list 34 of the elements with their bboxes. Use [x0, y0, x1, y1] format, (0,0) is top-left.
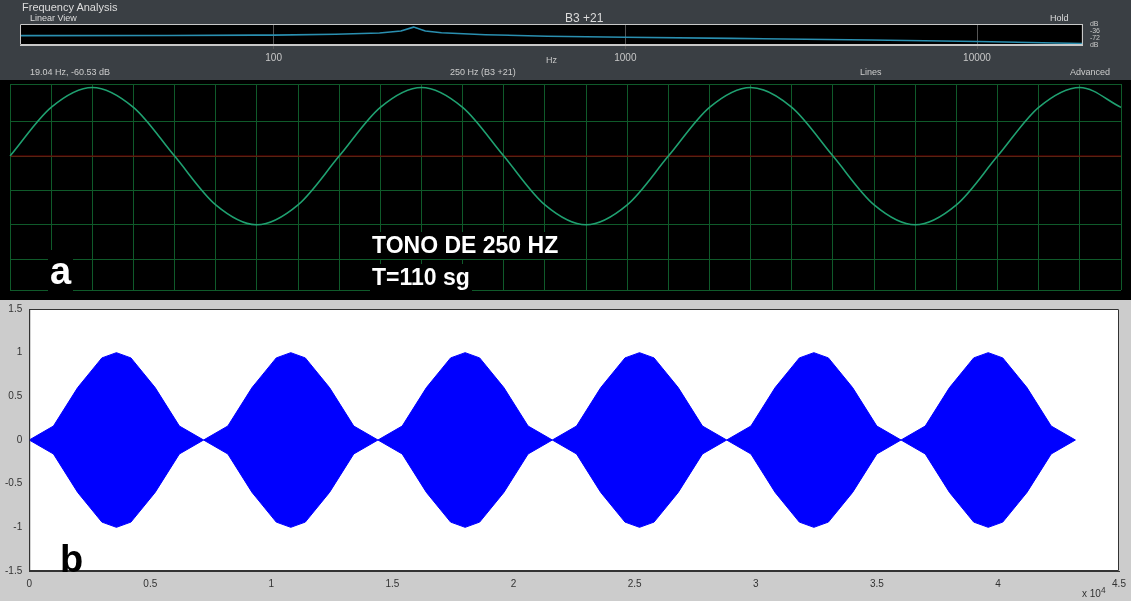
- y-tick-label: -1.5: [5, 564, 23, 576]
- x-tick-label: 3.5: [869, 577, 885, 589]
- x-tick-label: 0.5: [143, 577, 158, 589]
- x-tick-label: 0: [26, 577, 33, 589]
- x-tick-label: 3: [752, 577, 759, 589]
- y-tick-label: -0.5: [5, 477, 23, 489]
- x-tick-label: 1.5: [385, 577, 400, 589]
- x-tick-label: 2: [510, 577, 517, 589]
- text: a: [48, 250, 74, 292]
- x-tick-label: 2.5: [627, 577, 643, 589]
- y-tick-label: 1.5: [8, 302, 23, 314]
- text: x 10$^{4}$: [1082, 585, 1106, 600]
- x-tick-label: 1000: [614, 51, 637, 63]
- text: T=110 sg: [370, 264, 472, 291]
- x-tick-label: 4: [995, 577, 1002, 589]
- text: 19.04 Hz, -60.53 dB: [30, 67, 111, 77]
- x-tick-label: 100: [265, 51, 283, 63]
- x-tick-label: 10000: [963, 51, 992, 63]
- chart-title: Frequency Analysis: [22, 1, 118, 13]
- chart-subtitle: B3 +21: [565, 11, 604, 25]
- text: Linear View: [30, 13, 77, 23]
- x-tick-label: 4.5: [1112, 577, 1127, 589]
- y-tick-label: 0: [16, 433, 23, 445]
- text: Advanced: [1070, 67, 1111, 77]
- y-tick-label: 0.5: [8, 390, 23, 402]
- annotation: b: [60, 538, 84, 580]
- y-tick-label: -1: [13, 521, 23, 533]
- text: Hold: [1050, 13, 1069, 23]
- text: Lines: [860, 67, 882, 77]
- x-axis-title: Hz: [545, 55, 558, 66]
- y-tick-label: 1: [16, 346, 23, 358]
- text: 250 Hz (B3 +21): [450, 67, 516, 77]
- x-tick-label: 1: [268, 577, 275, 589]
- text: TONO DE 250 HZ: [370, 232, 561, 259]
